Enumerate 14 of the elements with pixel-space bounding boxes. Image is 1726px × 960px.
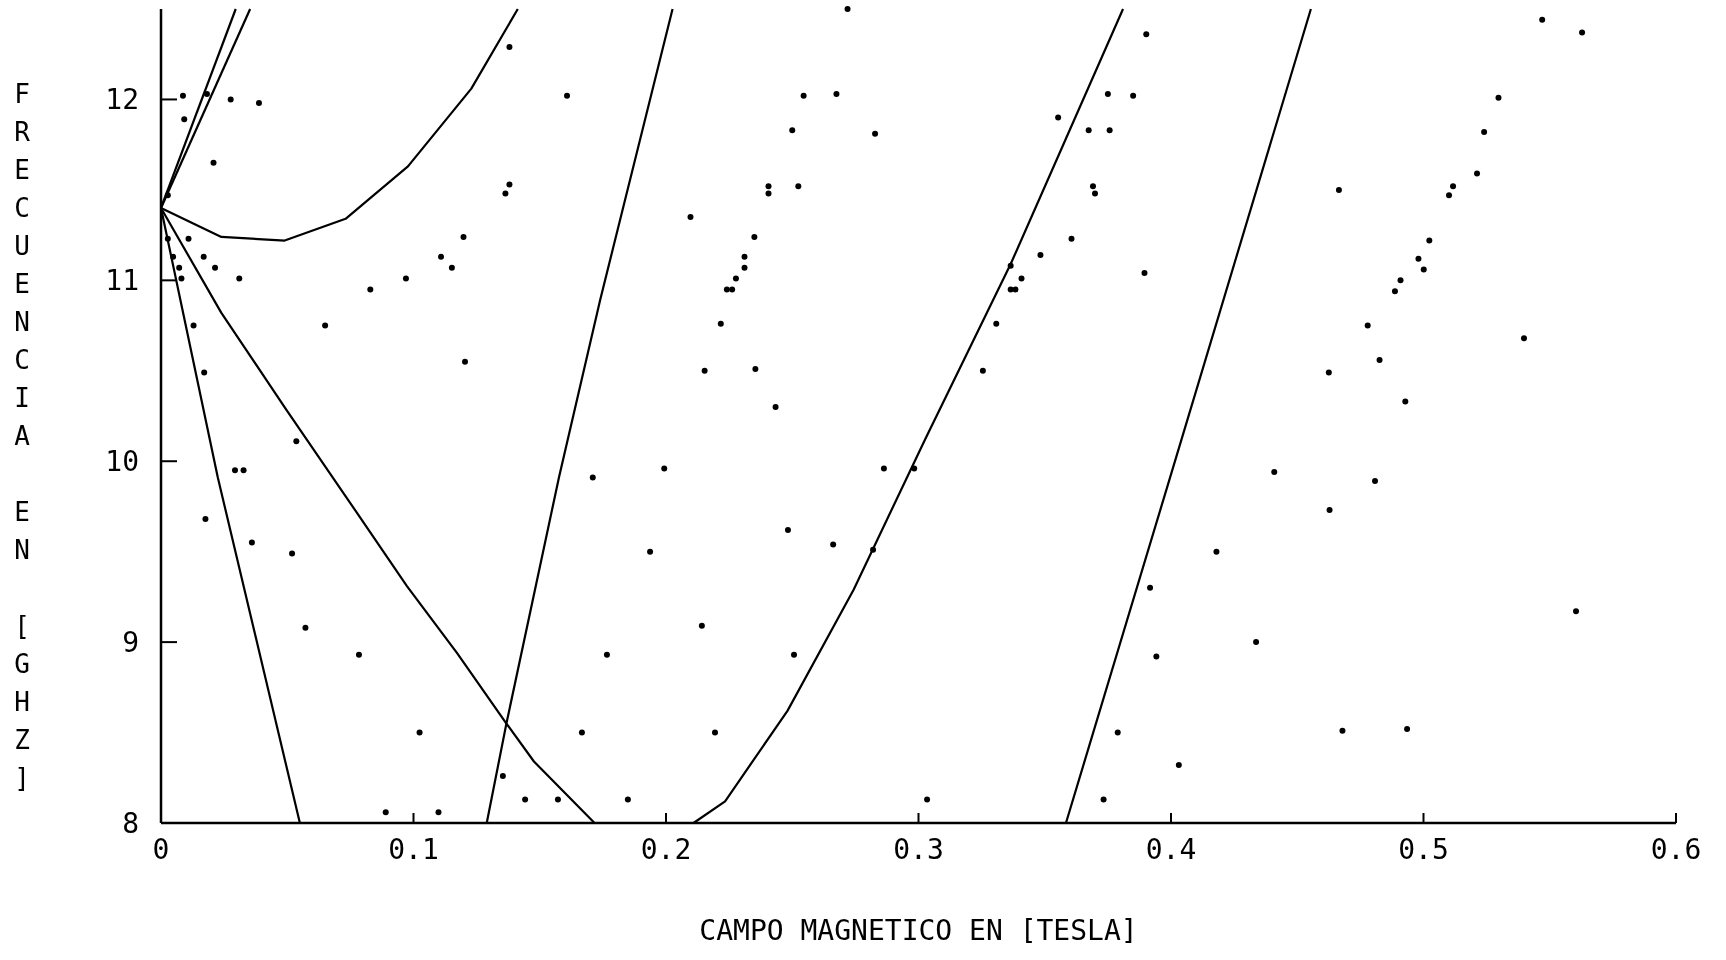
y-tick-label: 12 [105,83,139,117]
x-tick-label: 0.6 [1650,833,1702,866]
x-tick-label: 0.2 [640,833,692,866]
y-tick-label: 10 [105,445,139,479]
y-axis-title: FRECUENCIA EN [GHZ] [7,79,37,801]
x-tick-label: 0.1 [388,833,439,866]
y-tick-label: 11 [105,264,139,298]
x-tick-label: 0.3 [893,833,944,866]
y-tick-label: 9 [122,625,139,659]
x-tick-label: 0.4 [1145,833,1197,866]
x-tick-label: 0.5 [1398,833,1449,866]
x-tick-label: 0 [152,833,170,866]
x-axis-title: CAMPO MAGNETICO EN [TESLA] [699,914,1138,947]
y-tick-label: 8 [122,806,139,840]
